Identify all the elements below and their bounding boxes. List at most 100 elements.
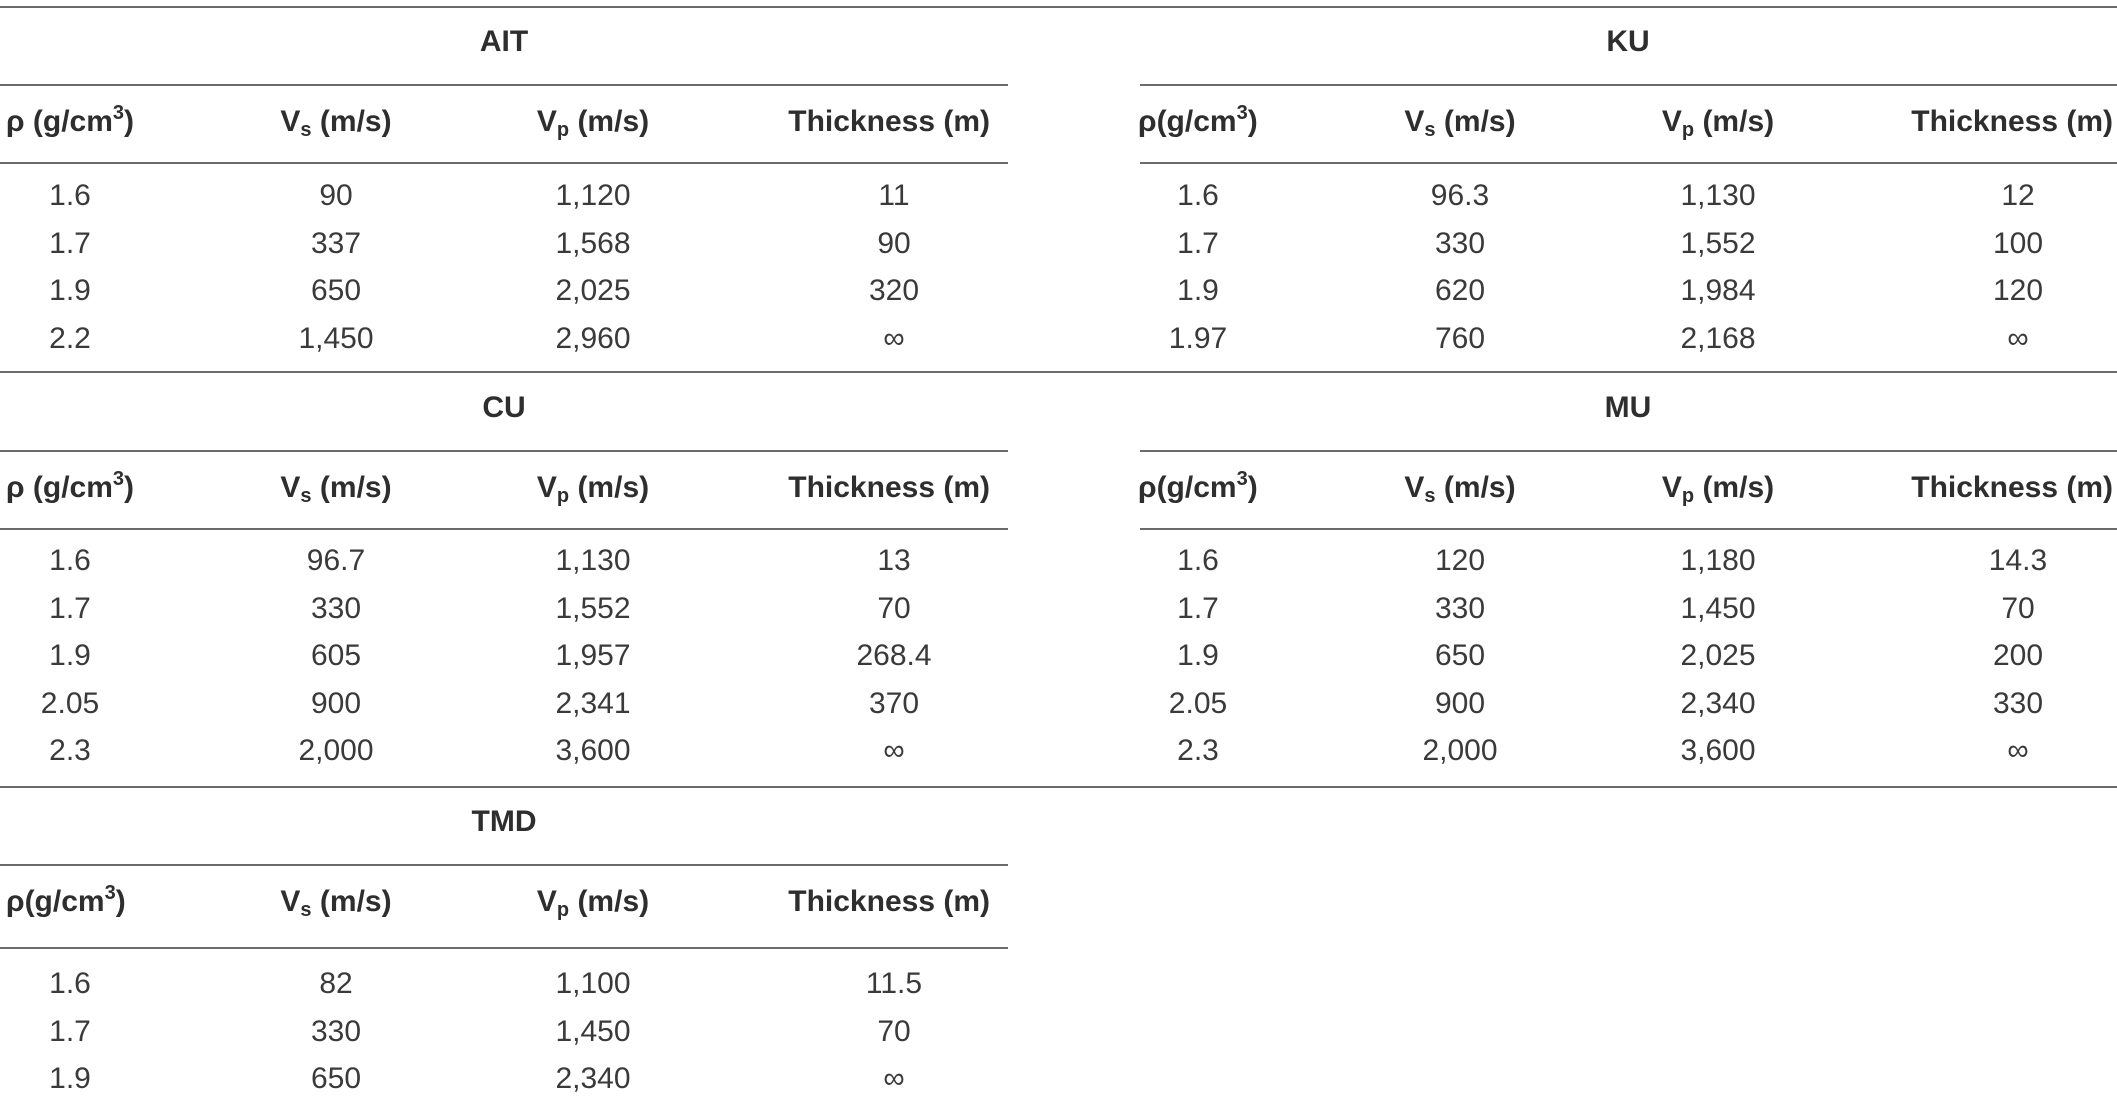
header-vs: Vs (m/s) (280, 104, 391, 140)
header-text-part: Thickness (m) (788, 885, 990, 918)
table-cell: 2.05 (1168, 686, 1228, 720)
table-cell: 1.6 (1177, 544, 1219, 577)
header-density: ρ (g/cm3) (6, 103, 134, 140)
header-rule (1140, 528, 2117, 530)
header-text-part: V (280, 471, 301, 504)
header-text-part: ρ (1138, 471, 1157, 504)
header-rule (0, 947, 1008, 949)
table-cell: 1.7 (49, 1014, 91, 1048)
header-rule (0, 528, 1008, 530)
table-cell: 1,552 (1680, 226, 1756, 260)
table-cell: 330 (1992, 686, 2044, 720)
table-cell: 1,568 (555, 226, 631, 260)
table-cell: 1.7 (1177, 591, 1219, 625)
header-text-part: (m/s) (1443, 105, 1516, 138)
header-text-part: p (556, 899, 570, 921)
header-text-part: (m/s) (577, 885, 650, 918)
top-rule (0, 6, 2117, 8)
header-vs: Vs (m/s) (1404, 470, 1515, 506)
table-cell: 1,100 (555, 967, 631, 1000)
header-text-part: V (280, 105, 301, 138)
table-cell: 330 (310, 1014, 362, 1048)
table-cell: 2.2 (49, 322, 91, 356)
header-text-part: 3 (1236, 468, 1248, 490)
table-cell: 90 (877, 226, 911, 260)
table-cell: ∞ (2007, 734, 2029, 767)
header-vp: Vp (m/s) (537, 884, 649, 920)
header-text-part: ρ (6, 885, 25, 918)
table-cell: 620 (1434, 274, 1486, 308)
table-cell: 2.3 (1177, 734, 1219, 767)
header-thickness: Thickness (m) (788, 884, 990, 920)
table-cell: 1.9 (49, 639, 91, 672)
table-cell: 330 (1434, 226, 1486, 260)
header-text-part: p (556, 485, 570, 507)
header-text-part: s (1424, 485, 1436, 507)
section-title-rule (0, 450, 1008, 452)
table-cell: 1,130 (555, 544, 631, 577)
header-text-part: V (280, 885, 301, 918)
table-cell: 70 (2001, 591, 2035, 625)
header-text-part: s (300, 119, 312, 141)
table-cell: 1.9 (1177, 639, 1219, 672)
header-vp: Vp (m/s) (537, 470, 649, 506)
table-cell: 760 (1434, 322, 1486, 356)
header-text-part: ) (1247, 471, 1258, 504)
table-cell: 1,450 (555, 1014, 631, 1048)
header-text-part: (m/s) (319, 471, 392, 504)
table-cell: 330 (310, 591, 362, 625)
section-title-rule (0, 864, 1008, 866)
table-cell: 2,000 (1422, 734, 1498, 767)
header-text-part: V (536, 105, 557, 138)
header-text-part: ) (124, 471, 135, 504)
table-cell: 2.3 (49, 734, 91, 767)
header-text-part: (g/cm (24, 885, 105, 918)
table-cell: 70 (877, 1014, 911, 1048)
section-title: CU (482, 391, 526, 424)
header-text-part: (m/s) (1702, 105, 1775, 138)
table-cell: ∞ (883, 734, 905, 767)
header-text-part: ρ (6, 105, 25, 138)
header-text-part: (m/s) (1443, 471, 1516, 504)
header-text-part: s (1424, 119, 1436, 141)
header-vs: Vs (m/s) (280, 470, 391, 506)
table-cell: 1.6 (49, 967, 91, 1000)
table-cell: 605 (310, 639, 362, 672)
header-text-part: (g/cm (1156, 105, 1237, 138)
table-cell: 2,340 (1680, 686, 1756, 720)
header-text-part: V (1661, 105, 1682, 138)
table-cell: 2,960 (555, 322, 631, 356)
header-density: ρ(g/cm3) (6, 882, 126, 920)
table-cell: 1.7 (1177, 226, 1219, 260)
header-text-part: 3 (104, 882, 116, 904)
header-thickness: Thickness (m) (788, 470, 990, 506)
table-cell: 1.97 (1168, 322, 1228, 356)
table-cell: 13 (877, 544, 911, 577)
table-cell: 1.6 (49, 179, 91, 212)
table-cell: 200 (1992, 639, 2044, 672)
header-vp: Vp (m/s) (1662, 104, 1774, 140)
header-text-part: p (556, 119, 570, 141)
table-cell: 1,130 (1680, 179, 1756, 212)
table-cell: ∞ (883, 1062, 905, 1096)
header-text-part: Thickness (m) (788, 471, 990, 504)
header-text-part: (m/s) (319, 105, 392, 138)
table-cell: 96.3 (1430, 179, 1490, 212)
table-cell: 1.6 (49, 544, 91, 577)
table-cell: 1,552 (555, 591, 631, 625)
table-cell: 82 (319, 967, 353, 1000)
header-text-part: s (300, 485, 312, 507)
table-cell: 14.3 (1988, 544, 2048, 577)
table-cell: 90 (319, 179, 353, 212)
header-vs: Vs (m/s) (280, 884, 391, 920)
table-cell: 1,450 (1680, 591, 1756, 625)
table-cell: 120 (1992, 274, 2044, 308)
header-text-part: Thickness (m) (1911, 471, 2113, 504)
table-cell: 3,600 (555, 734, 631, 767)
header-vp: Vp (m/s) (1662, 470, 1774, 506)
header-text-part: p (1681, 485, 1695, 507)
header-vs: Vs (m/s) (1404, 104, 1515, 140)
section-title: MU (1604, 391, 1652, 424)
table-cell: 268.4 (856, 639, 932, 672)
table-cell: 3,600 (1680, 734, 1756, 767)
